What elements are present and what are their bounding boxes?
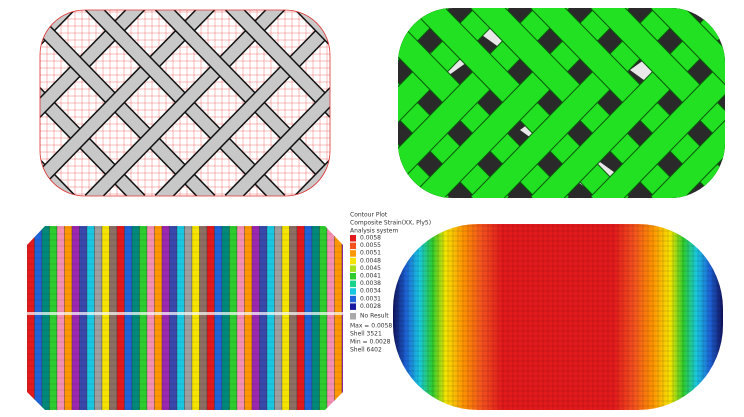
legend-swatch — [350, 250, 356, 257]
legend-label: 0.0041 — [360, 273, 381, 280]
legend-swatch — [350, 265, 356, 272]
legend-label: 0.0045 — [360, 265, 381, 272]
legend-label: 0.0031 — [360, 295, 381, 302]
legend-swatch — [350, 280, 356, 288]
legend-system: Analysis system — [350, 228, 398, 235]
legend-stat: Shell 3521 — [350, 331, 382, 338]
legend-swatch — [350, 273, 356, 280]
legend-title: Contour Plot — [350, 212, 388, 219]
fiber-band — [225, 10, 330, 196]
legend-swatch — [350, 242, 356, 250]
legend-stat: Min = 0.0028 — [350, 339, 391, 346]
legend-swatch — [350, 303, 356, 310]
legend-label: 0.0028 — [360, 303, 381, 310]
fiber-band — [651, 8, 725, 198]
seam — [27, 312, 343, 315]
legend-swatch — [350, 313, 356, 320]
fiber-band — [651, 8, 725, 198]
wound-vessel-wireframe — [40, 10, 330, 196]
fiber-band — [85, 10, 285, 196]
legend-label: 0.0034 — [360, 288, 381, 295]
legend-label: 0.0048 — [360, 257, 381, 264]
vessel-outline — [39, 9, 331, 197]
legend-label: 0.0038 — [360, 280, 381, 287]
legend-swatch — [350, 257, 356, 265]
legend-subtitle: Composite Strain(XX, Ply5) — [350, 220, 431, 227]
legend-swatch — [350, 235, 356, 242]
ply-stripe — [341, 226, 343, 410]
legend-stat: Shell 6402 — [350, 347, 382, 354]
legend-label: 0.0051 — [360, 250, 381, 257]
contour-legend: Contour Plot Composite Strain(XX, Ply5) … — [350, 212, 431, 354]
fiber-band — [40, 10, 215, 196]
fiber-band — [40, 10, 145, 196]
wound-vessel-green — [398, 8, 725, 198]
fiber-band — [155, 10, 330, 196]
legend-label: 0.0055 — [360, 242, 381, 249]
legend-label: 0.0058 — [360, 235, 381, 242]
legend-stat: Max = 0.0058 — [350, 323, 392, 330]
legend-no-result: No Result — [360, 313, 389, 320]
fiber-band — [591, 8, 725, 198]
striped-vessel — [27, 226, 343, 410]
contour-vessel — [393, 224, 723, 410]
legend-swatch — [350, 295, 356, 303]
legend-swatch — [350, 288, 356, 295]
